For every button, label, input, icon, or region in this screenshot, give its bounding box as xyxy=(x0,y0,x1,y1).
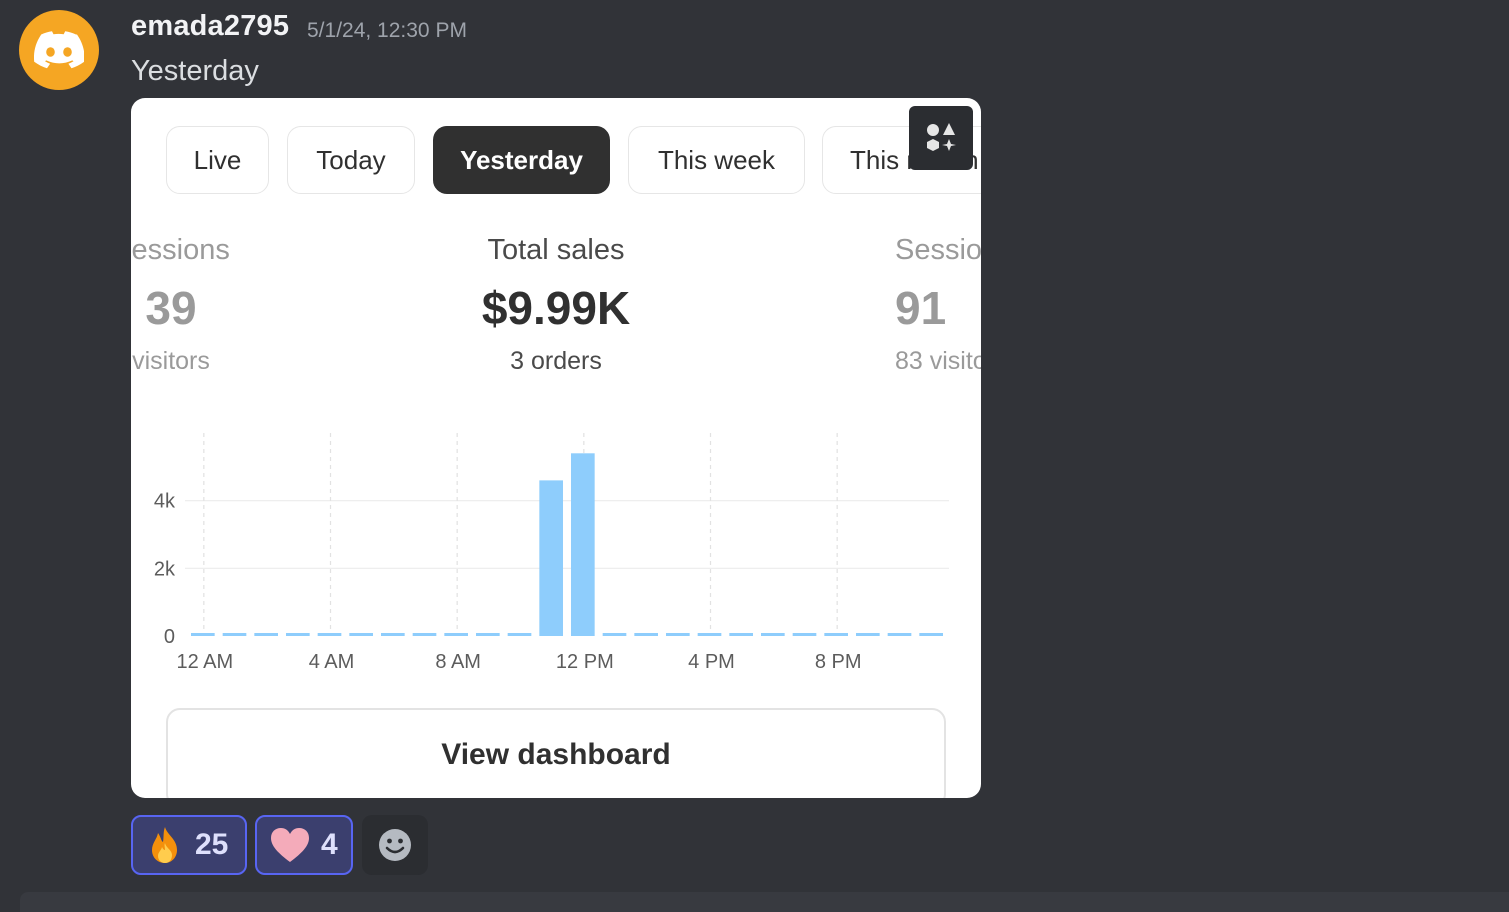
chart-x-tick-label: 8 AM xyxy=(435,651,481,673)
reaction-fire-count: 25 xyxy=(195,828,229,861)
app-grid-icon[interactable] xyxy=(909,106,973,170)
chart-bar xyxy=(222,633,247,636)
chart-x-tick-label: 12 PM xyxy=(556,651,614,673)
avatar[interactable] xyxy=(19,10,99,90)
total-sales-value: $9.99K xyxy=(481,282,631,334)
metric-right: Sessions 91 83 visitors xyxy=(895,234,981,376)
heart-icon xyxy=(271,828,309,862)
chart-bar xyxy=(697,633,722,636)
analytics-card: Live Today Yesterday This week This mont… xyxy=(131,98,981,798)
username[interactable]: emada2795 xyxy=(131,10,290,42)
chart-bar xyxy=(444,633,468,636)
discord-logo-icon xyxy=(34,31,84,69)
metric-left: Sessions 39 visitors xyxy=(131,234,271,376)
metric-total-sales: Total sales $9.99K 3 orders xyxy=(406,234,706,376)
chart-bar xyxy=(792,633,817,636)
chart-bar xyxy=(887,633,912,636)
tab-live[interactable]: Live xyxy=(166,126,269,194)
tab-yesterday[interactable]: Yesterday xyxy=(433,126,610,194)
chart-y-tick-label: 2k xyxy=(154,558,176,580)
fire-icon xyxy=(152,827,177,863)
message-timestamp: 5/1/24, 12:30 PM xyxy=(307,19,467,42)
chart-bar xyxy=(539,480,563,636)
chart-y-tick-label: 4k xyxy=(154,491,176,513)
chart-bar xyxy=(666,633,690,636)
metric-right-value: 91 xyxy=(895,282,947,334)
chart-bar xyxy=(191,633,215,636)
sales-chart: 0 2k 4k 12 AM 4 AM 8 AM 12 PM 4 PM 8 PM xyxy=(154,433,949,673)
chart-bar xyxy=(729,633,753,636)
tab-today[interactable]: Today xyxy=(287,126,415,194)
chart-x-tick-label: 8 PM xyxy=(815,651,862,673)
chart-bar xyxy=(476,633,500,636)
chart-bar xyxy=(824,633,848,636)
chart-bar xyxy=(317,633,342,636)
message-input-bar[interactable] xyxy=(20,892,1509,912)
chart-x-tick-label: 4 PM xyxy=(688,651,735,673)
view-dashboard-button[interactable]: View dashboard xyxy=(166,708,946,798)
chart-bar xyxy=(286,633,310,636)
metric-left-label: Sessions xyxy=(131,234,230,266)
chart-x-tick-label: 4 AM xyxy=(309,651,355,673)
add-reaction-button[interactable] xyxy=(362,815,428,875)
reaction-fire[interactable]: 25 xyxy=(131,815,247,875)
chart-x-tick-label: 12 AM xyxy=(176,651,233,673)
tab-this-week[interactable]: This week xyxy=(628,126,805,194)
total-sales-label: Total sales xyxy=(487,234,625,266)
metric-left-value: 39 xyxy=(145,282,197,334)
chart-bar xyxy=(349,633,373,636)
metric-right-sub: 83 visitors xyxy=(895,347,981,375)
chart-bar xyxy=(507,633,532,636)
reaction-heart[interactable]: 4 xyxy=(255,815,353,875)
message-text: Yesterday xyxy=(131,55,259,87)
total-sales-orders: 3 orders xyxy=(510,347,602,375)
reaction-heart-count: 4 xyxy=(321,828,338,861)
chart-bar xyxy=(919,633,943,636)
metric-right-label: Sessions xyxy=(895,234,981,266)
chart-y-tick-label: 0 xyxy=(164,626,175,648)
chart-bar xyxy=(571,453,595,636)
chart-bar xyxy=(254,633,278,636)
chart-bar xyxy=(761,633,785,636)
smiley-icon xyxy=(379,829,411,861)
chart-bar xyxy=(381,633,405,636)
metric-left-sub: visitors xyxy=(132,347,210,375)
chart-bar xyxy=(856,633,880,636)
chart-bar xyxy=(412,633,437,636)
chart-bar xyxy=(634,633,658,636)
chart-bar xyxy=(602,633,627,636)
